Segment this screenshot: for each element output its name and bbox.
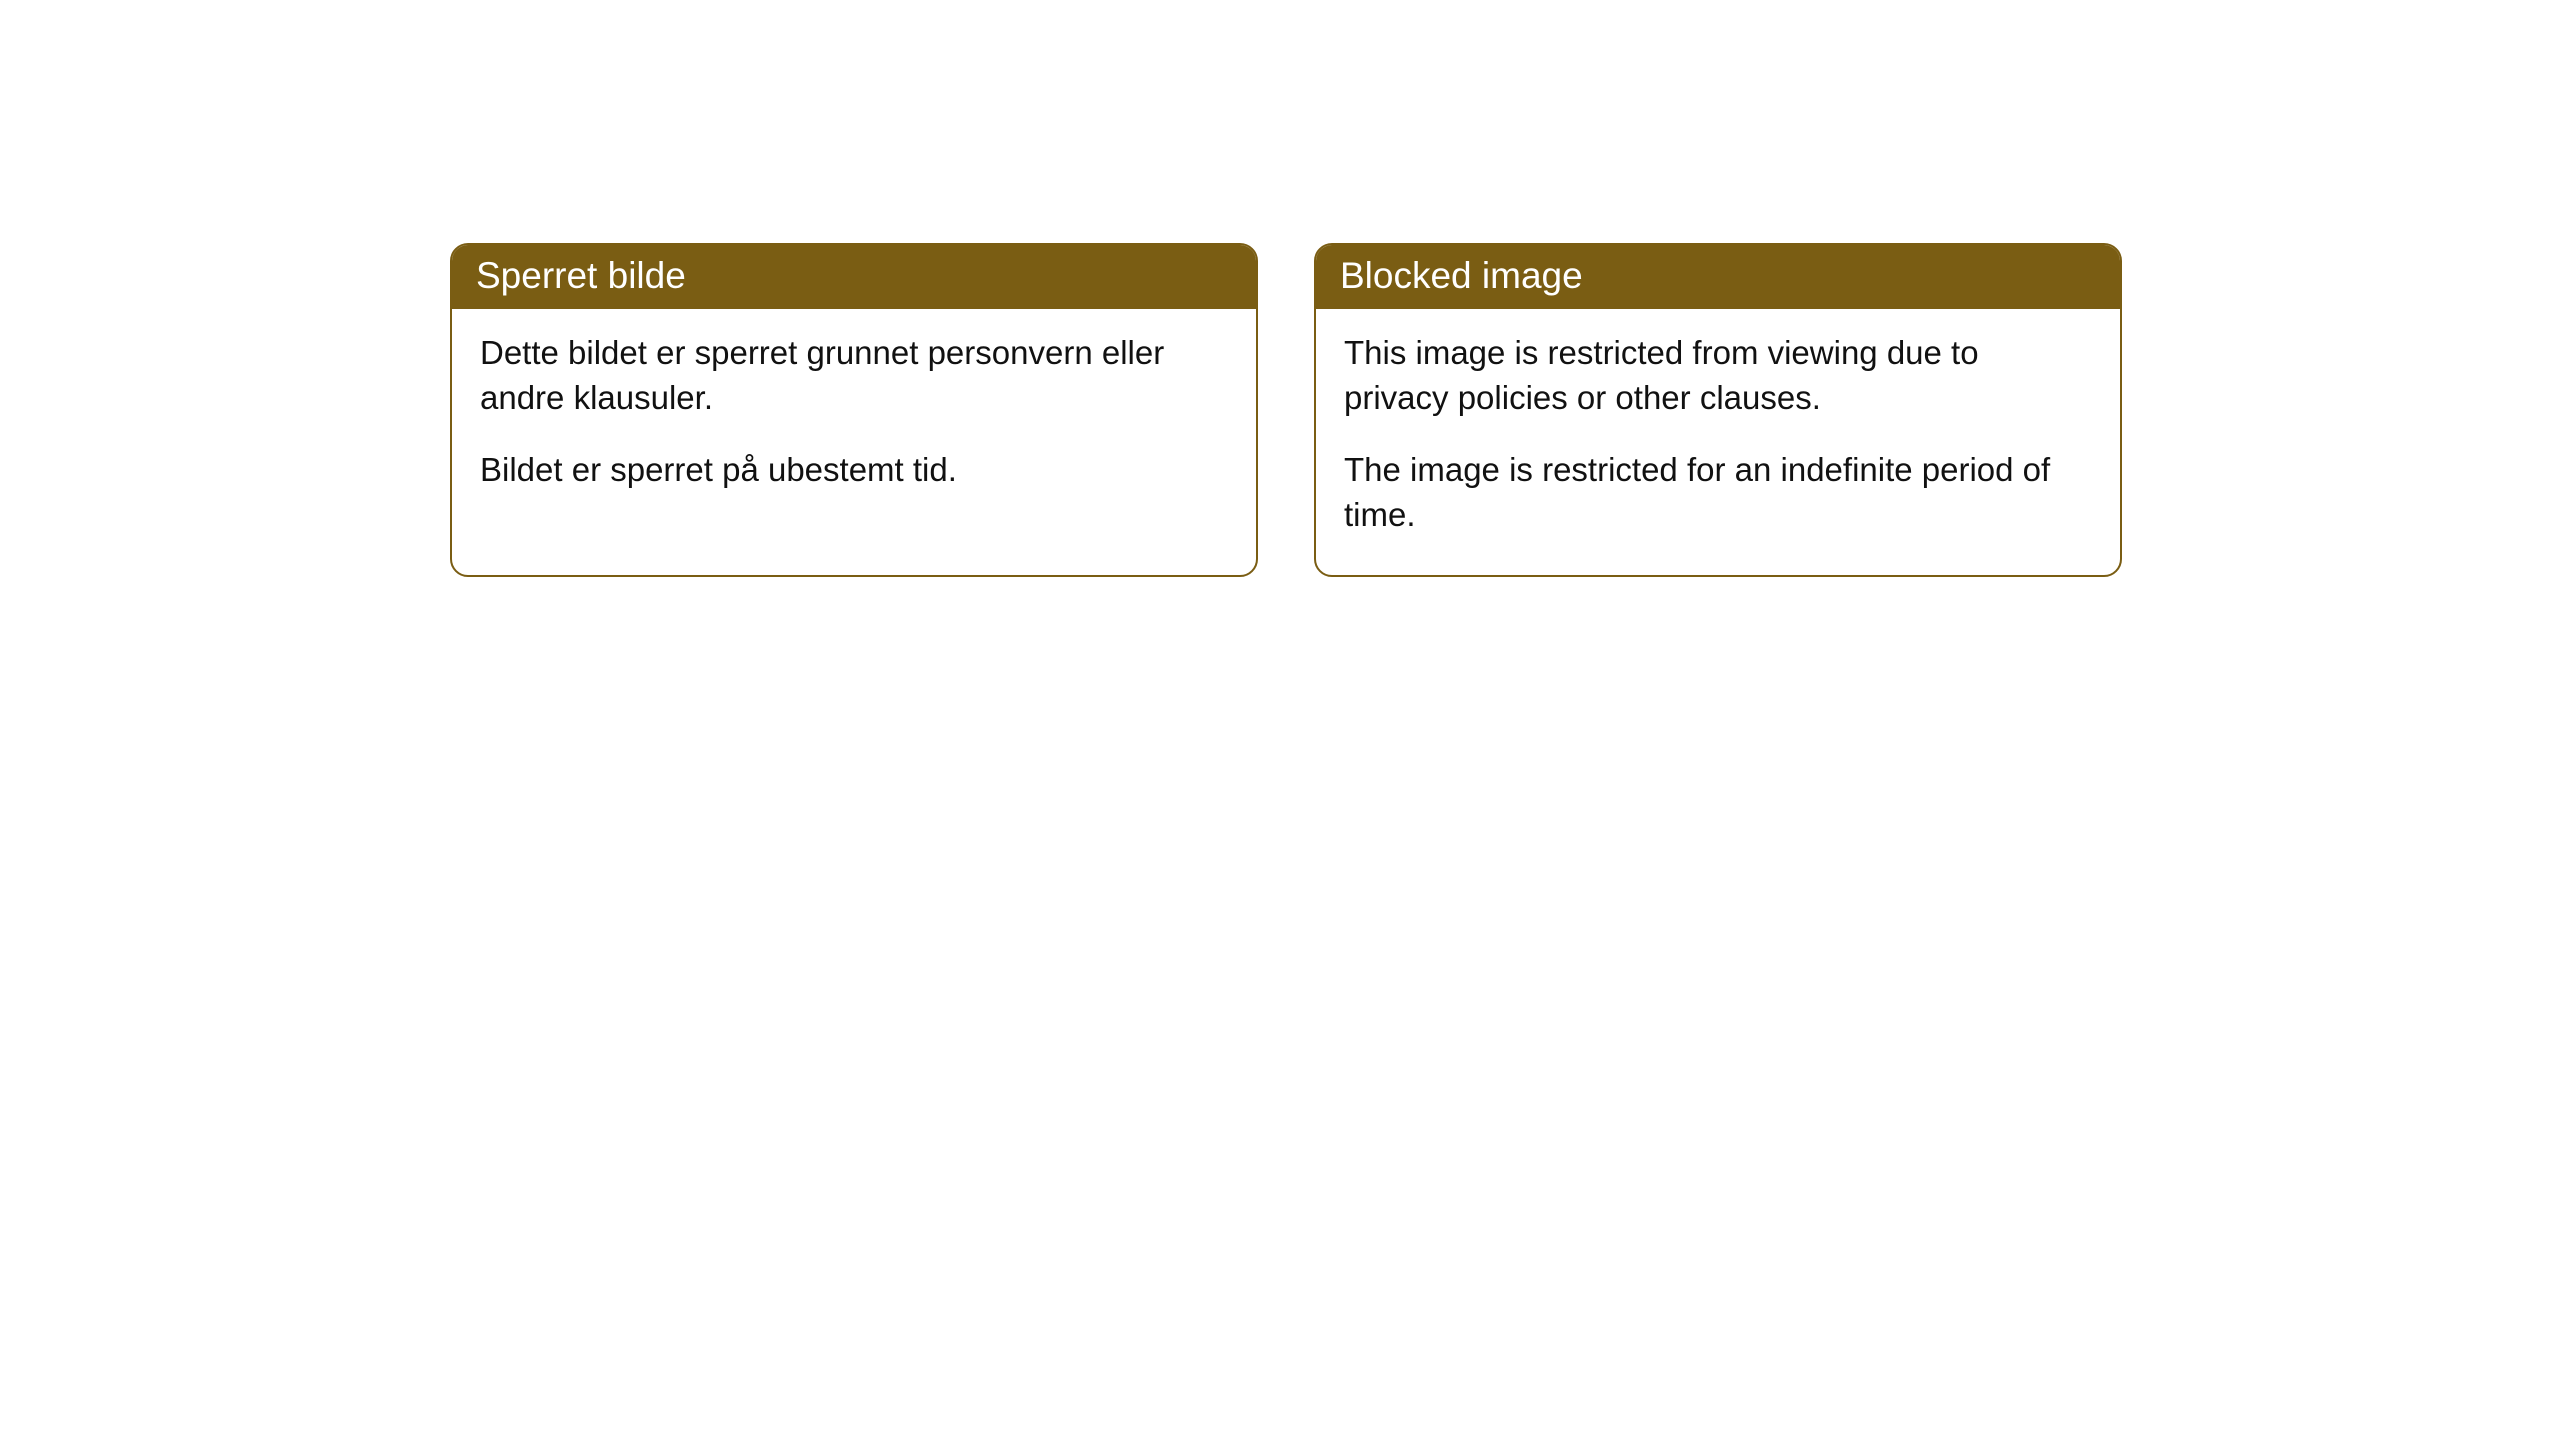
card-paragraph: Dette bildet er sperret grunnet personve… bbox=[480, 331, 1228, 420]
card-title: Sperret bilde bbox=[476, 255, 686, 296]
notice-card-norwegian: Sperret bilde Dette bildet er sperret gr… bbox=[450, 243, 1258, 577]
notice-card-english: Blocked image This image is restricted f… bbox=[1314, 243, 2122, 577]
card-header: Sperret bilde bbox=[452, 245, 1256, 309]
card-paragraph: Bildet er sperret på ubestemt tid. bbox=[480, 448, 1228, 493]
card-paragraph: The image is restricted for an indefinit… bbox=[1344, 448, 2092, 537]
notice-cards-container: Sperret bilde Dette bildet er sperret gr… bbox=[450, 243, 2122, 577]
card-title: Blocked image bbox=[1340, 255, 1583, 296]
card-body: This image is restricted from viewing du… bbox=[1316, 309, 2120, 575]
card-paragraph: This image is restricted from viewing du… bbox=[1344, 331, 2092, 420]
card-body: Dette bildet er sperret grunnet personve… bbox=[452, 309, 1256, 531]
card-header: Blocked image bbox=[1316, 245, 2120, 309]
